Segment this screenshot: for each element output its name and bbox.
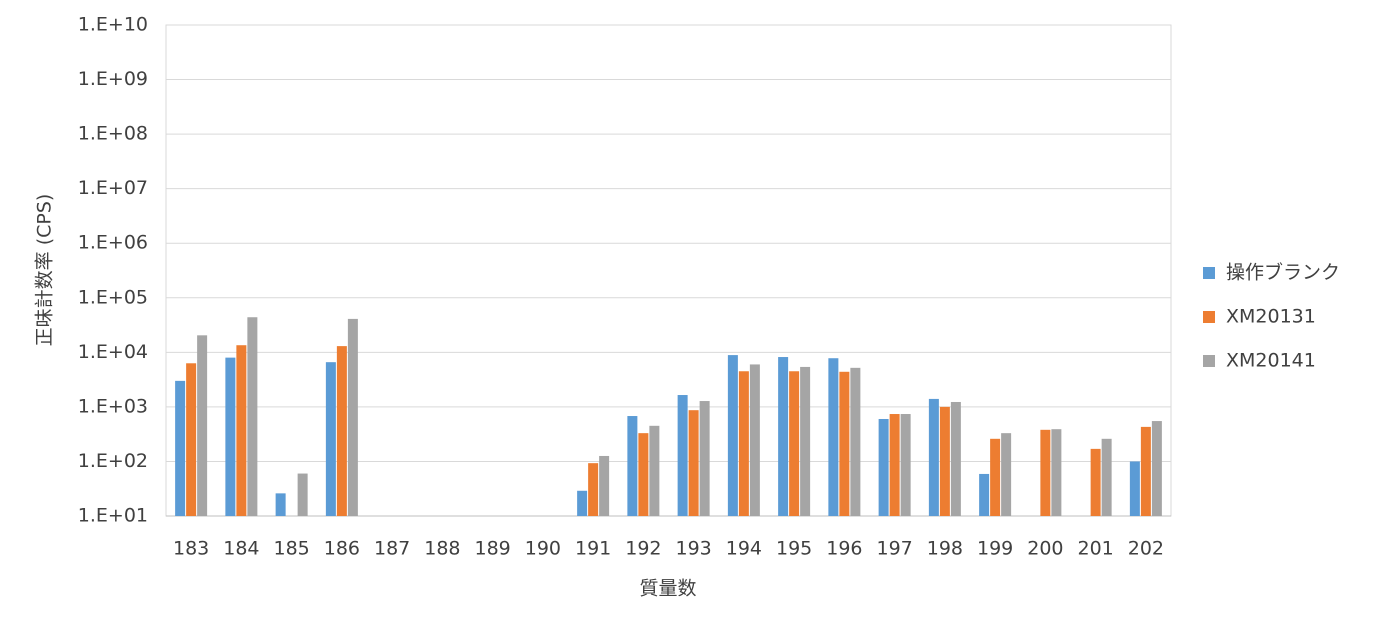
bar	[186, 363, 197, 516]
y-tick-label: 1.E+06	[78, 232, 148, 254]
bar	[939, 406, 950, 516]
bar	[889, 414, 900, 516]
bar	[789, 371, 800, 516]
bar	[979, 473, 990, 516]
bar	[275, 493, 286, 516]
y-tick-label: 1.E+05	[78, 286, 148, 308]
legend-swatch	[1203, 311, 1215, 323]
y-tick-label: 1.E+04	[78, 341, 148, 363]
y-tick-label: 1.E+07	[78, 177, 148, 199]
bar	[336, 346, 347, 516]
x-tick-label: 193	[675, 538, 711, 560]
x-tick-label: 195	[776, 538, 812, 560]
legend-label: XM20141	[1226, 350, 1316, 372]
bar	[688, 410, 699, 516]
y-tick-label: 1.E+09	[78, 68, 148, 90]
bar	[727, 355, 738, 516]
bar	[800, 366, 811, 516]
y-tick-label: 1.E+08	[78, 123, 148, 145]
x-tick-label: 198	[927, 538, 963, 560]
x-tick-label: 187	[374, 538, 410, 560]
x-tick-label: 184	[223, 538, 259, 560]
bar	[950, 401, 961, 516]
x-tick-label: 192	[625, 538, 661, 560]
bar	[649, 425, 660, 516]
bar	[627, 416, 638, 516]
bar	[828, 358, 839, 516]
bar	[677, 395, 688, 516]
x-tick-label: 202	[1128, 538, 1164, 560]
x-tick-label: 200	[1027, 538, 1063, 560]
plot-area	[165, 24, 1172, 517]
y-axis-title: 正味計数率 (CPS)	[34, 194, 56, 347]
legend-label: XM20131	[1226, 306, 1316, 328]
x-tick-label: 189	[474, 538, 510, 560]
bar	[638, 433, 649, 516]
bar	[225, 357, 236, 516]
x-axis-title: 質量数	[639, 578, 696, 600]
bar	[599, 455, 610, 516]
bar	[1051, 429, 1062, 516]
bar	[1090, 448, 1101, 516]
legend-swatch	[1203, 355, 1215, 367]
bar	[778, 357, 789, 516]
bar	[1001, 433, 1012, 516]
x-tick-label: 186	[324, 538, 360, 560]
bar	[236, 345, 247, 516]
bar	[247, 317, 258, 516]
bar	[738, 371, 749, 516]
bar	[347, 318, 358, 516]
x-tick-label: 196	[826, 538, 862, 560]
legend-label: 操作ブランク	[1226, 261, 1340, 284]
bar	[325, 362, 336, 516]
bar	[900, 414, 911, 516]
y-tick-label: 1.E+10	[78, 14, 148, 36]
bar	[749, 364, 760, 516]
x-tick-label: 201	[1077, 538, 1113, 560]
x-tick-label: 199	[977, 538, 1013, 560]
bar	[878, 418, 889, 516]
bar	[1151, 421, 1162, 516]
bar	[928, 398, 939, 516]
x-tick-label: 183	[173, 538, 209, 560]
x-tick-label: 185	[273, 538, 309, 560]
bar	[1140, 426, 1151, 516]
legend-swatch	[1203, 267, 1215, 279]
bar	[850, 367, 861, 516]
bar	[1040, 429, 1051, 516]
y-tick-label: 1.E+03	[78, 395, 148, 417]
y-tick-label: 1.E+02	[78, 450, 148, 472]
bar	[1129, 461, 1140, 516]
y-tick-label: 1.E+01	[78, 505, 148, 527]
bar	[839, 371, 850, 516]
bar	[197, 335, 208, 516]
bar	[990, 438, 1001, 516]
x-tick-label: 190	[525, 538, 561, 560]
bar	[1101, 438, 1112, 516]
bar	[577, 490, 588, 516]
bar	[297, 473, 308, 516]
bar	[588, 463, 599, 516]
x-tick-label: 188	[424, 538, 460, 560]
bar	[699, 401, 710, 516]
x-tick-label: 194	[726, 538, 762, 560]
x-tick-label: 191	[575, 538, 611, 560]
bar	[175, 380, 186, 516]
x-tick-label: 197	[876, 538, 912, 560]
